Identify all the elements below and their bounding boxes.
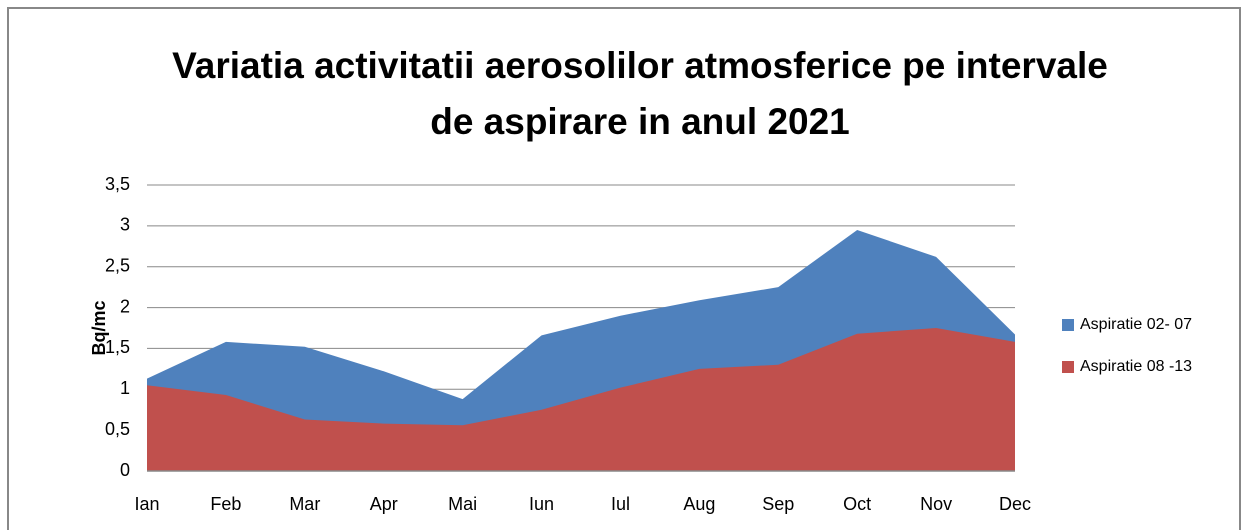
y-tick-label: 2 [120, 296, 130, 316]
y-tick-label: 2,5 [105, 255, 130, 275]
legend-label: Aspiratie 08 -13 [1080, 358, 1192, 375]
y-tick-label: 0,5 [105, 419, 130, 439]
y-tick-label: 1 [120, 378, 130, 398]
x-tick-label: Iun [529, 494, 554, 514]
legend-swatch [1062, 319, 1074, 331]
x-tick-label: Apr [370, 494, 398, 514]
x-tick-label: Mar [289, 494, 320, 514]
x-tick-label: Oct [843, 494, 871, 514]
x-tick-label: Iul [611, 494, 630, 514]
y-axis-label: Bq/mc [89, 300, 109, 355]
x-tick-label: Sep [762, 494, 794, 514]
x-tick-label: Dec [999, 494, 1031, 514]
y-tick-label: 3,5 [105, 174, 130, 194]
y-tick-label: 3 [120, 215, 130, 235]
x-tick-label: Nov [920, 494, 952, 514]
y-tick-label: 1,5 [105, 337, 130, 357]
x-tick-label: Mai [448, 494, 477, 514]
y-tick-label: 0 [120, 460, 130, 480]
legend-label: Aspiratie 02- 07 [1080, 316, 1192, 333]
x-tick-label: Feb [210, 494, 241, 514]
chart-frame [7, 7, 1241, 530]
area [147, 328, 1015, 471]
x-tick-label: Aug [683, 494, 715, 514]
legend-swatch [1062, 361, 1074, 373]
chart-title: Variatia activitatii aerosolilor atmosfe… [172, 45, 1108, 142]
x-tick-label: Ian [134, 494, 159, 514]
